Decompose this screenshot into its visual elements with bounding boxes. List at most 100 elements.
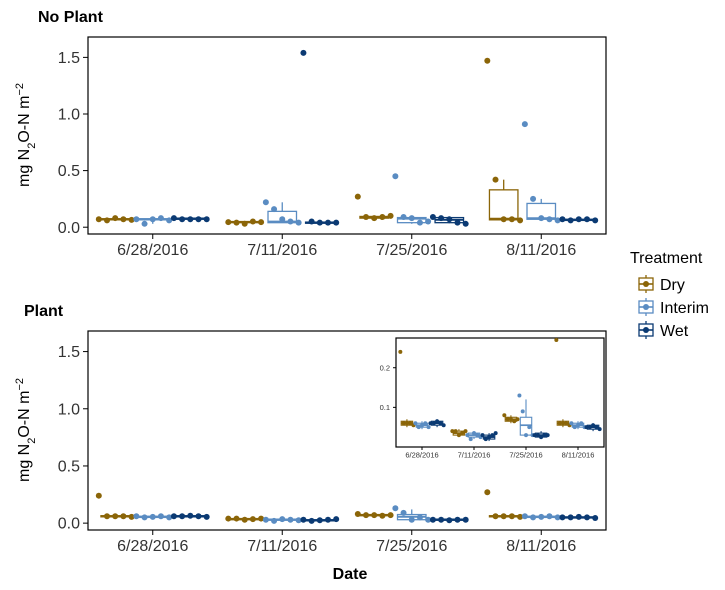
- legend-item-interim: Interim: [638, 298, 709, 317]
- data-point: [462, 220, 469, 227]
- data-point: [141, 220, 148, 227]
- data-point: [258, 219, 265, 226]
- data-point: [279, 216, 286, 223]
- inset-data-point: [475, 433, 480, 438]
- inset-data-point: [408, 421, 413, 426]
- inset-data-point: [517, 393, 522, 398]
- data-point: [530, 195, 537, 202]
- data-point: [438, 516, 445, 523]
- data-point: [249, 218, 256, 225]
- data-point: [287, 516, 294, 523]
- x-tick-label: 6/28/2016: [117, 242, 188, 259]
- data-point: [392, 173, 399, 180]
- data-point: [241, 516, 248, 523]
- data-point: [179, 216, 186, 223]
- data-point: [195, 216, 202, 223]
- inset-data-point: [502, 413, 507, 418]
- data-point: [128, 513, 135, 520]
- data-point: [438, 215, 445, 222]
- x-tick-label: 7/25/2016: [376, 538, 447, 555]
- data-point: [371, 215, 378, 222]
- data-point: [592, 514, 599, 521]
- data-point: [157, 513, 164, 520]
- data-point: [179, 513, 186, 520]
- inset-data-point: [524, 433, 528, 438]
- inset-data-point: [453, 429, 458, 434]
- inset-data-point: [460, 431, 465, 436]
- x-tick-label: 7/11/2016: [247, 242, 317, 259]
- inset-data-point: [413, 421, 418, 426]
- data-point: [538, 215, 545, 222]
- inset-data-point: [557, 421, 562, 426]
- data-point: [333, 219, 340, 226]
- inset-data-point: [505, 417, 510, 422]
- y-tick-label: 1.5: [58, 50, 80, 67]
- data-point: [308, 517, 315, 524]
- data-point: [575, 216, 582, 223]
- data-point: [141, 514, 148, 521]
- data-point: [187, 512, 194, 519]
- y-axis-label-main: mg N: [16, 149, 33, 187]
- inset-y-tick-label: 0.1: [380, 403, 390, 412]
- inset-data-point: [554, 337, 559, 342]
- data-point: [157, 215, 164, 222]
- legend-key-dot: [643, 304, 649, 310]
- inset-data-point: [465, 433, 470, 438]
- data-point: [170, 513, 177, 520]
- x-tick-label: 8/11/2016: [506, 538, 576, 555]
- data-point: [400, 214, 407, 221]
- data-point: [225, 219, 232, 226]
- data-point: [233, 515, 240, 522]
- data-point: [133, 513, 140, 520]
- y-axis-label-sub: 2: [26, 143, 38, 149]
- inset-data-point: [508, 417, 513, 422]
- panel-no-plant: 0.0 0.5 1.0 1.5 6/28/2016 7/11/2016 7/25/2016 8…: [58, 36, 607, 259]
- inset-data-point: [480, 433, 485, 438]
- data-point: [262, 516, 269, 523]
- x-tick-label: 6/28/2016: [117, 538, 188, 555]
- data-point: [575, 513, 582, 520]
- y-tick-label: 1.0: [58, 401, 80, 418]
- data-point: [233, 219, 240, 226]
- legend-item-label: Interim: [660, 300, 709, 317]
- data-point: [225, 515, 232, 522]
- inset-data-point: [584, 425, 589, 430]
- data-point: [95, 492, 102, 499]
- data-point: [583, 514, 590, 521]
- data-point: [195, 513, 202, 520]
- data-point: [425, 218, 432, 225]
- inset-data-point: [456, 433, 461, 438]
- data-point: [354, 193, 361, 200]
- y-tick-label: 1.5: [58, 344, 80, 361]
- inset-data-point: [539, 435, 544, 440]
- y-tick-label: 0.0: [58, 516, 80, 533]
- data-point: [149, 513, 156, 520]
- legend-key-dot: [643, 281, 649, 287]
- data-point: [546, 513, 553, 520]
- data-point: [295, 219, 302, 226]
- inset-x-tick-label: 8/11/2016: [562, 451, 595, 460]
- data-point: [112, 513, 119, 520]
- inset-data-point: [576, 423, 580, 428]
- data-point: [379, 214, 386, 221]
- data-point: [408, 215, 415, 222]
- inset-data-point: [594, 425, 599, 430]
- inset-data-point: [587, 425, 592, 430]
- data-point: [517, 217, 524, 224]
- inset-x-tick-label: 6/28/2016: [405, 451, 438, 460]
- data-point: [120, 216, 127, 223]
- data-point: [279, 516, 286, 523]
- data-point: [149, 216, 156, 223]
- data-point: [500, 513, 507, 520]
- inset-data-point: [515, 417, 520, 422]
- data-point: [559, 514, 566, 521]
- data-point: [128, 216, 135, 223]
- legend-item-label: Dry: [660, 277, 685, 294]
- inset-data-point: [483, 437, 488, 442]
- data-point: [258, 515, 265, 522]
- inset-data-point: [435, 419, 440, 424]
- legend-item-wet: Wet: [638, 321, 689, 340]
- data-point: [508, 513, 515, 520]
- data-point: [530, 514, 537, 521]
- inset-data-point: [463, 429, 468, 434]
